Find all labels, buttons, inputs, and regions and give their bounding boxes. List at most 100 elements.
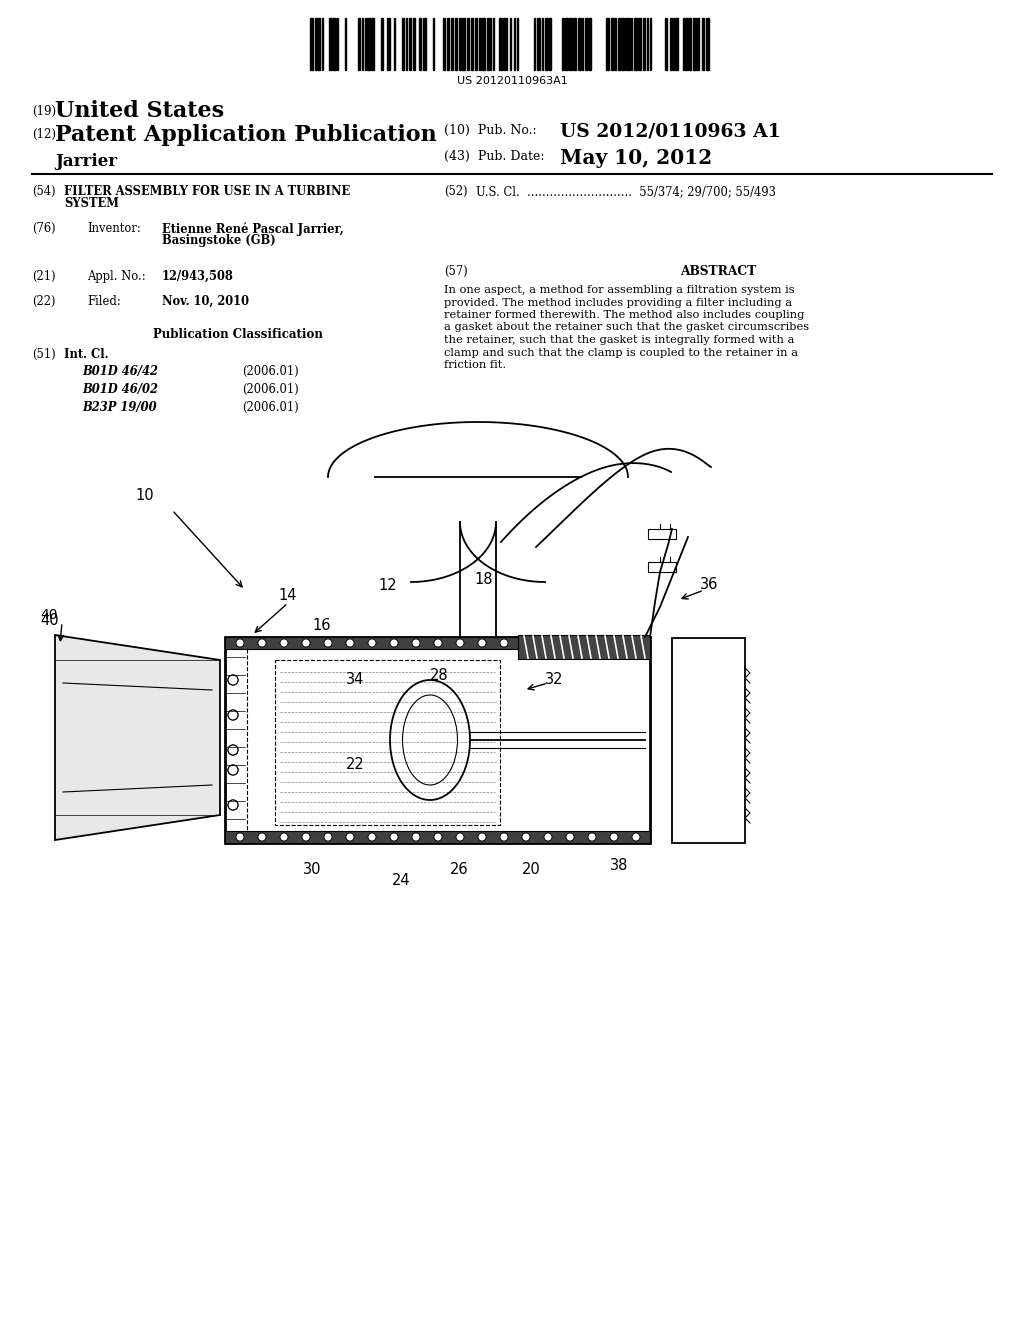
Bar xyxy=(455,18,457,70)
Text: (10)  Pub. No.:: (10) Pub. No.: xyxy=(444,124,537,137)
Bar xyxy=(451,18,453,70)
Text: (51): (51) xyxy=(32,348,55,360)
Text: Nov. 10, 2010: Nov. 10, 2010 xyxy=(162,294,249,308)
Text: 36: 36 xyxy=(700,577,719,591)
Bar xyxy=(409,18,411,70)
Text: 26: 26 xyxy=(450,862,469,876)
Bar xyxy=(503,18,505,70)
Circle shape xyxy=(368,639,376,647)
Circle shape xyxy=(588,639,596,647)
Circle shape xyxy=(368,833,376,841)
Text: 38: 38 xyxy=(610,858,629,873)
Bar xyxy=(585,18,588,70)
Bar xyxy=(479,18,481,70)
Text: May 10, 2012: May 10, 2012 xyxy=(560,148,712,168)
Text: Int. Cl.: Int. Cl. xyxy=(63,348,109,360)
Circle shape xyxy=(324,833,332,841)
Bar xyxy=(317,18,319,70)
Bar xyxy=(358,18,360,70)
Text: (43)  Pub. Date:: (43) Pub. Date: xyxy=(444,150,545,162)
Circle shape xyxy=(228,766,238,775)
Circle shape xyxy=(236,639,244,647)
Circle shape xyxy=(456,833,464,841)
Text: B01D 46/42: B01D 46/42 xyxy=(82,366,158,378)
Bar xyxy=(471,18,473,70)
Bar xyxy=(569,18,572,70)
Bar xyxy=(329,18,332,70)
Circle shape xyxy=(280,639,288,647)
Bar xyxy=(371,18,374,70)
Bar xyxy=(573,18,575,70)
Bar xyxy=(675,18,678,70)
Text: Patent Application Publication: Patent Application Publication xyxy=(55,124,437,147)
Text: (19): (19) xyxy=(32,106,56,117)
Text: (2006.01): (2006.01) xyxy=(242,366,299,378)
Bar xyxy=(685,18,688,70)
Circle shape xyxy=(412,639,420,647)
Bar xyxy=(482,18,485,70)
Text: Inventor:: Inventor: xyxy=(87,222,140,235)
Text: 34: 34 xyxy=(346,672,365,686)
Circle shape xyxy=(228,675,238,685)
Text: In one aspect, a method for assembling a filtration system is: In one aspect, a method for assembling a… xyxy=(444,285,795,294)
Bar xyxy=(702,18,705,70)
Text: B01D 46/02: B01D 46/02 xyxy=(82,383,158,396)
Circle shape xyxy=(346,639,354,647)
Text: ABSTRACT: ABSTRACT xyxy=(680,265,756,279)
Text: Publication Classification: Publication Classification xyxy=(153,327,323,341)
Bar xyxy=(634,18,637,70)
Circle shape xyxy=(346,833,354,841)
Text: 14: 14 xyxy=(278,587,297,603)
Text: (12): (12) xyxy=(32,128,56,141)
Bar xyxy=(648,562,676,572)
Circle shape xyxy=(478,639,486,647)
Bar xyxy=(467,18,469,70)
Circle shape xyxy=(566,639,574,647)
Text: 18: 18 xyxy=(474,572,493,587)
Circle shape xyxy=(610,833,618,841)
Circle shape xyxy=(228,675,238,685)
Text: provided. The method includes providing a filter including a: provided. The method includes providing … xyxy=(444,297,793,308)
Bar xyxy=(499,18,502,70)
Text: United States: United States xyxy=(55,100,224,121)
Circle shape xyxy=(522,639,530,647)
Bar xyxy=(423,18,426,70)
Circle shape xyxy=(258,833,266,841)
Circle shape xyxy=(522,833,530,841)
Circle shape xyxy=(280,833,288,841)
Text: 10: 10 xyxy=(135,488,154,503)
Text: SYSTEM: SYSTEM xyxy=(63,197,119,210)
Text: the retainer, such that the gasket is integrally formed with a: the retainer, such that the gasket is in… xyxy=(444,335,795,345)
Circle shape xyxy=(390,639,398,647)
Text: (2006.01): (2006.01) xyxy=(242,383,299,396)
Bar xyxy=(518,635,650,659)
Bar xyxy=(665,18,667,70)
Bar xyxy=(402,18,404,70)
Circle shape xyxy=(228,710,238,719)
Text: Filed:: Filed: xyxy=(87,294,121,308)
Text: 12: 12 xyxy=(378,578,396,593)
Polygon shape xyxy=(55,635,220,840)
Circle shape xyxy=(228,710,238,719)
Text: 40: 40 xyxy=(40,612,58,628)
Circle shape xyxy=(228,744,238,755)
Bar xyxy=(545,18,548,70)
Text: Appl. No.:: Appl. No.: xyxy=(87,271,145,282)
Text: clamp and such that the clamp is coupled to the retainer in a: clamp and such that the clamp is coupled… xyxy=(444,347,798,358)
Text: (22): (22) xyxy=(32,294,55,308)
Bar xyxy=(589,18,591,70)
Bar xyxy=(387,18,390,70)
Bar xyxy=(367,18,370,70)
Circle shape xyxy=(258,639,266,647)
Bar xyxy=(225,832,650,843)
Circle shape xyxy=(228,800,238,810)
Text: 32: 32 xyxy=(545,672,563,686)
Text: Etienne René Pascal Jarrier,: Etienne René Pascal Jarrier, xyxy=(162,222,344,235)
Bar xyxy=(333,18,336,70)
Bar xyxy=(419,18,421,70)
Text: US 20120110963A1: US 20120110963A1 xyxy=(457,77,567,86)
Circle shape xyxy=(544,833,552,841)
Text: 22: 22 xyxy=(346,756,365,772)
Bar xyxy=(447,18,449,70)
Circle shape xyxy=(434,639,442,647)
